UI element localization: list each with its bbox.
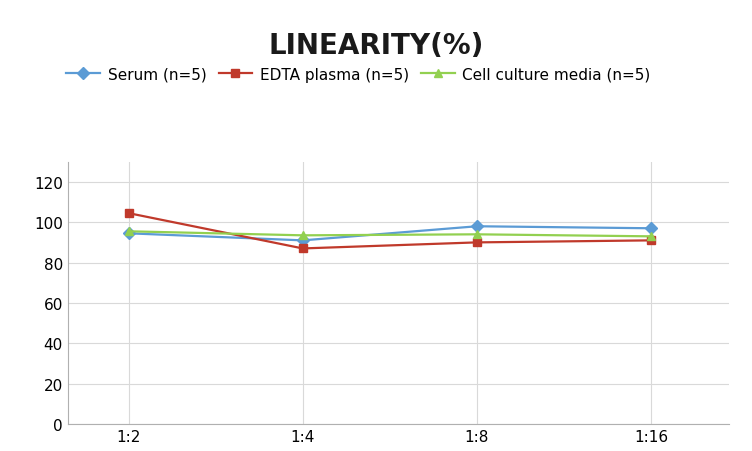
Legend: Serum (n=5), EDTA plasma (n=5), Cell culture media (n=5): Serum (n=5), EDTA plasma (n=5), Cell cul…: [60, 62, 656, 89]
EDTA plasma (n=5): [299, 246, 308, 252]
Line: Serum (n=5): Serum (n=5): [125, 223, 655, 245]
EDTA plasma (n=5): [124, 211, 133, 216]
Cell culture media (n=5): [124, 229, 133, 235]
Serum (n=5): [647, 226, 656, 231]
Cell culture media (n=5): [647, 234, 656, 239]
Cell culture media (n=5): [299, 233, 308, 239]
EDTA plasma (n=5): [472, 240, 481, 245]
Line: Cell culture media (n=5): Cell culture media (n=5): [125, 228, 655, 241]
Text: LINEARITY(%): LINEARITY(%): [268, 32, 484, 60]
EDTA plasma (n=5): [647, 238, 656, 244]
Cell culture media (n=5): [472, 232, 481, 238]
Serum (n=5): [124, 231, 133, 236]
Serum (n=5): [299, 238, 308, 244]
Line: EDTA plasma (n=5): EDTA plasma (n=5): [125, 210, 655, 253]
Serum (n=5): [472, 224, 481, 230]
